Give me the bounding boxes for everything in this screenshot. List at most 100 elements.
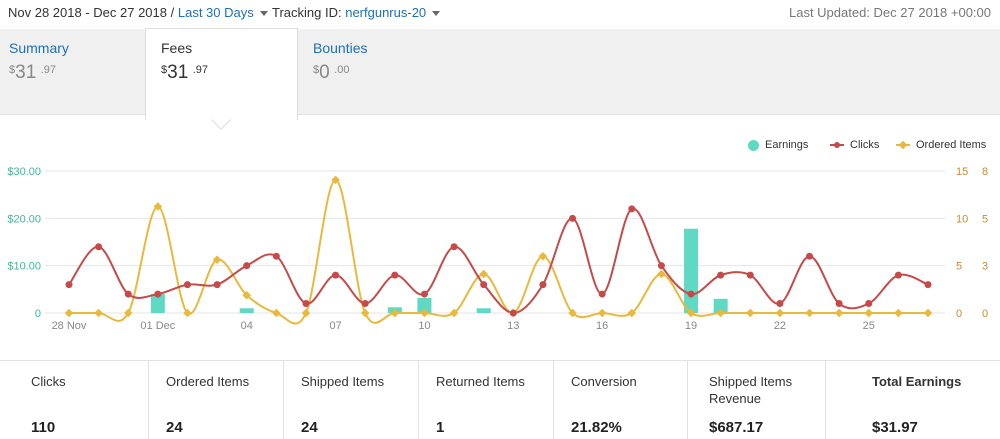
tracking-id-selector[interactable]: Tracking ID: nerfgunrus-20 — [272, 5, 441, 20]
clicks-point — [361, 300, 369, 308]
x-tick-label: 28 Nov — [52, 320, 87, 332]
clicks-point — [539, 281, 547, 289]
clicks-point — [628, 205, 636, 213]
ordered-legend-swatch — [896, 140, 910, 150]
stat-label: Clicks — [31, 374, 66, 389]
legend-earnings[interactable]: Earnings — [748, 139, 808, 151]
ordered-items-point — [805, 308, 814, 318]
ordered-items-point — [449, 308, 459, 318]
range-preset-link[interactable]: Last 30 Days — [177, 5, 254, 20]
ordered-items-point — [212, 255, 222, 264]
clicks-point — [687, 290, 695, 298]
legend-clicks-label: Clicks — [850, 139, 880, 151]
clicks-point — [183, 281, 191, 289]
tab-fees-amount: $31 .97 — [161, 62, 209, 83]
ordered-items-point — [390, 308, 400, 318]
clicks-point — [420, 290, 428, 298]
earnings-bar — [150, 294, 165, 313]
clicks-point — [243, 262, 251, 270]
legend-clicks[interactable]: Clicks — [830, 139, 879, 151]
ordered-items-point — [420, 308, 429, 318]
tracking-id-value[interactable]: nerfgunrus-20 — [345, 5, 427, 20]
clicks-point — [65, 281, 73, 289]
legend-ordered-items[interactable]: Ordered Items — [896, 139, 986, 151]
tracking-id-label: Tracking ID: — [272, 5, 342, 20]
clicks-point — [95, 243, 103, 251]
x-tick-label: 10 — [418, 320, 430, 332]
clicks-point — [569, 214, 577, 222]
clicks-point — [806, 252, 814, 260]
x-tick-label: 13 — [507, 320, 519, 332]
y-right-outer-tick-label: 0 — [982, 308, 988, 320]
ordered-items-point — [627, 308, 637, 318]
stat-label: Returned Items — [436, 374, 525, 389]
clicks-point — [894, 271, 902, 279]
y-left-tick-label: $30.00 — [7, 166, 41, 178]
x-tick-label: 01 Dec — [140, 320, 175, 332]
clicks-point — [717, 271, 725, 279]
earnings-legend-swatch — [748, 139, 759, 151]
y-right-outer-tick-label: 5 — [982, 213, 988, 225]
last-updated-text: Last Updated: Dec 27 2018 +00:00 — [788, 5, 991, 20]
tab-summary-amount: $31 .97 — [9, 62, 57, 83]
stat-label: Ordered Items — [166, 374, 250, 389]
tab-fees-label: Fees — [161, 40, 193, 56]
y-left-tick-label: $10.00 — [7, 261, 41, 273]
stat-label: Shipped Items Revenue — [709, 374, 793, 406]
report-header: Nov 28 2018 - Dec 27 2018 / Last 30 Days… — [0, 0, 1000, 28]
stat-clicks: Clicks 110 — [17, 361, 149, 439]
stat-total-earnings: Total Earnings $31.97 — [826, 361, 1000, 439]
stat-shipped-items: Shipped Items 24 — [284, 361, 419, 439]
x-tick-label: 19 — [685, 320, 697, 332]
clicks-point — [924, 281, 932, 289]
clicks-point — [657, 262, 665, 270]
ordered-items-point — [242, 291, 251, 300]
x-tick-label: 04 — [241, 320, 253, 332]
stat-value: 110 — [31, 419, 56, 436]
y-right-outer-tick-label: 8 — [982, 166, 988, 178]
stat-value: 1 — [436, 419, 445, 436]
ordered-items-point — [64, 308, 74, 318]
tab-summary[interactable]: Summary $31 .97 — [0, 29, 146, 115]
series-points — [64, 175, 933, 318]
ordered-items-point — [479, 269, 488, 279]
tab-summary-label: Summary — [9, 40, 69, 56]
ordered-items-point — [597, 308, 607, 318]
stat-shipped-revenue: Shipped Items Revenue $687.17 — [688, 361, 826, 439]
ordered-items-point — [568, 308, 577, 318]
clicks-point — [213, 281, 221, 289]
ordered-items-point — [123, 308, 133, 318]
stat-value: $31.97 — [872, 419, 918, 436]
tab-bounties-label: Bounties — [313, 40, 368, 56]
earnings-bars — [150, 228, 728, 313]
tab-bounties[interactable]: Bounties $0 .00 — [304, 29, 464, 115]
chevron-down-icon[interactable] — [259, 11, 268, 17]
stat-returned-items: Returned Items 1 — [419, 361, 554, 439]
x-tick-label: 07 — [329, 320, 341, 332]
earnings-chart: 0 0 0 $10.00 5 3 $20.00 10 5 $30.00 15 8 28 Nov 01 De… — [7, 166, 988, 332]
ordered-items-point — [923, 308, 933, 318]
clicks-point — [598, 290, 606, 298]
tab-fees[interactable]: Fees $31 .97 — [145, 28, 298, 120]
ordered-items-point — [360, 308, 370, 318]
ordered-items-point — [834, 308, 844, 318]
ordered-items-point — [864, 308, 874, 318]
chart-axes: 0 0 0 $10.00 5 3 $20.00 10 5 $30.00 15 8 28 Nov 01 De… — [7, 166, 988, 332]
clicks-point — [332, 271, 340, 279]
earnings-tabs: Summary $31 .97 Fees $31 .97 Bounties $0… — [0, 28, 1000, 120]
clicks-point — [865, 300, 873, 308]
earnings-bar — [713, 298, 728, 313]
ordered-items-point — [746, 308, 755, 318]
x-tick-label: 25 — [863, 320, 875, 332]
x-tick-label: 16 — [596, 320, 608, 332]
ordered-items-point — [272, 308, 281, 318]
earnings-bar — [239, 308, 254, 313]
chevron-down-icon[interactable] — [432, 11, 441, 17]
stat-conversion: Conversion 21.82% — [554, 361, 688, 439]
y-right-inner-tick-label: 0 — [956, 308, 962, 320]
legend-ordered-label: Ordered Items — [916, 139, 987, 151]
date-range-selector[interactable]: Nov 28 2018 - Dec 27 2018 / Last 30 Days — [8, 5, 268, 20]
y-right-outer-tick-label: 3 — [982, 261, 988, 273]
y-left-tick-label: $20.00 — [7, 213, 41, 225]
clicks-legend-swatch — [830, 142, 844, 148]
